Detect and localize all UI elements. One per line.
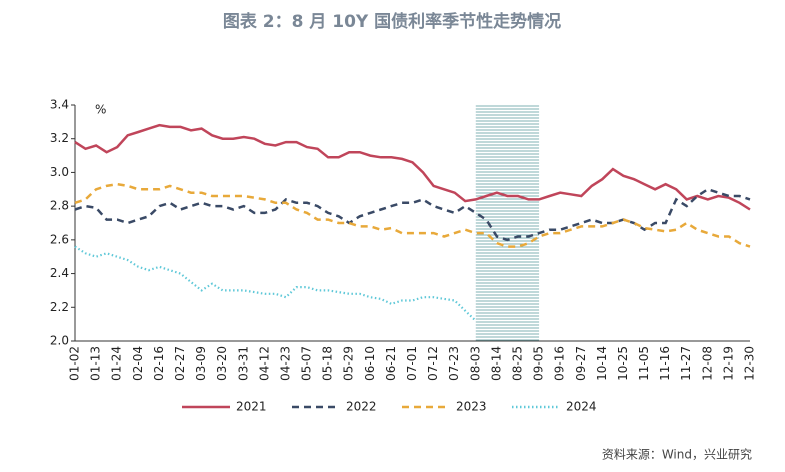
unit-label: % <box>95 103 106 117</box>
x-tick-label: 06-10 <box>363 346 377 381</box>
legend-label: 2022 <box>346 400 377 414</box>
x-tick-label: 05-07 <box>300 346 314 381</box>
highlight-band <box>475 105 540 341</box>
x-tick-label: 10-14 <box>595 346 609 381</box>
x-tick-label: 01-02 <box>68 346 82 381</box>
line-series <box>74 245 477 322</box>
x-tick-label: 05-29 <box>342 346 356 381</box>
x-tick-label: 08-14 <box>489 346 503 381</box>
x-tick-label: 01-24 <box>110 346 124 381</box>
x-tick-label: 11-05 <box>637 346 651 381</box>
x-tick-label: 08-25 <box>510 346 524 381</box>
legend-label: 2021 <box>236 400 267 414</box>
y-tick-label: 3.2 <box>50 131 69 145</box>
y-tick-label: 3.4 <box>50 98 69 112</box>
x-tick-label: 11-16 <box>658 346 672 381</box>
x-tick-label: 06-21 <box>384 346 398 381</box>
x-tick-label: 01-13 <box>89 346 103 381</box>
legend-label: 2024 <box>566 400 597 414</box>
line-series <box>74 182 751 248</box>
y-tick-label: 2.4 <box>50 266 69 280</box>
x-tick-label: 03-20 <box>215 346 229 381</box>
x-tick-label: 02-16 <box>152 346 166 381</box>
x-tick-label: 05-18 <box>321 346 335 381</box>
x-tick-label: 12-19 <box>721 346 735 381</box>
x-tick-label: 04-12 <box>257 346 271 381</box>
x-tick-label: 02-04 <box>131 346 145 381</box>
x-tick-label: 09-16 <box>553 346 567 381</box>
line-series <box>74 123 751 211</box>
x-tick-label: 03-31 <box>236 346 250 381</box>
y-tick-label: 2.8 <box>50 199 69 213</box>
x-tick-label: 07-01 <box>405 346 419 381</box>
x-tick-label: 11-27 <box>679 346 693 381</box>
line-series <box>74 187 751 242</box>
y-tick-label: 2.0 <box>50 334 69 348</box>
x-tick-label: 02-27 <box>173 346 187 381</box>
y-tick-label: 3.0 <box>50 165 69 179</box>
x-tick-label: 09-05 <box>532 346 546 381</box>
legend-label: 2023 <box>456 400 487 414</box>
chart-title: 图表 2：8 月 10Y 国债利率季节性走势情况 <box>223 11 561 32</box>
x-tick-label: 12-30 <box>743 346 757 381</box>
x-tick-label: 04-23 <box>278 346 292 381</box>
x-tick-label: 09-27 <box>574 346 588 381</box>
x-tick-label: 07-12 <box>426 346 440 381</box>
x-tick-label: 03-09 <box>194 346 208 381</box>
x-tick-label: 08-03 <box>468 346 482 381</box>
x-tick-label: 10-25 <box>616 346 630 381</box>
y-tick-label: 2.6 <box>50 232 69 246</box>
x-tick-label: 07-23 <box>447 346 461 381</box>
y-tick-label: 2.2 <box>50 300 69 314</box>
x-tick-label: 12-08 <box>700 346 714 381</box>
source-note: 资料来源：Wind，兴业研究 <box>602 447 752 462</box>
